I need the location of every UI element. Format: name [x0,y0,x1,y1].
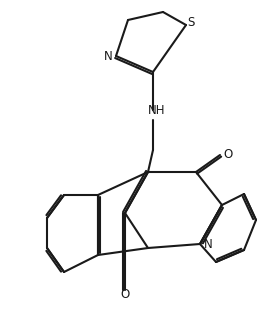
Text: O: O [223,148,233,161]
Text: S: S [187,16,195,29]
Text: O: O [120,288,130,301]
Text: NH: NH [148,103,166,117]
Text: N: N [204,237,212,250]
Text: N: N [104,49,112,62]
